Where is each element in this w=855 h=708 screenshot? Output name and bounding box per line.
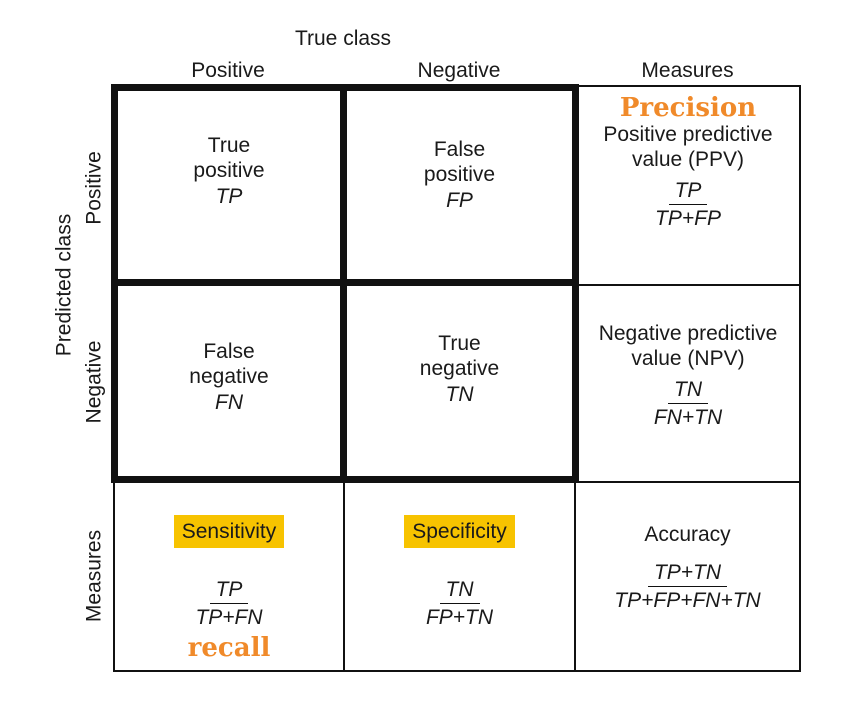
npv-formula: TN FN+TN xyxy=(654,378,722,430)
formula-denominator: FP+TN xyxy=(425,606,494,630)
cell-true-positive: True positive TP xyxy=(118,91,340,279)
row-header-measures: Measures xyxy=(82,529,106,623)
row-header-positive: Positive xyxy=(82,151,106,225)
grid-line xyxy=(343,481,345,671)
cell-line: False xyxy=(433,138,486,162)
cell-line: False xyxy=(203,340,255,364)
col-header-positive: Positive xyxy=(191,59,265,82)
grid-line xyxy=(575,284,800,286)
formula-numerator: TN xyxy=(668,378,708,404)
sensitivity-label: Sensitivity xyxy=(173,515,285,549)
true-class-label: True class xyxy=(294,27,392,50)
specificity-formula: TN FP+TN xyxy=(426,578,493,630)
cell-abbr: TP xyxy=(215,184,243,208)
grid-line xyxy=(799,85,801,671)
formula-denominator: TP+FP+FN+TN xyxy=(614,589,761,613)
formula-numerator: TP xyxy=(668,179,708,205)
recall-annotation: recall xyxy=(187,633,271,664)
precision-annotation: Precision xyxy=(619,93,757,123)
cell-accuracy: Accuracy TP+TN TP+FP+FN+TN xyxy=(576,483,799,670)
grid-line xyxy=(575,481,800,483)
formula-denominator: TP+FN xyxy=(195,606,263,630)
grid-line xyxy=(575,85,800,87)
cell-abbr: FP xyxy=(446,188,473,212)
ppv-formula: TP TP+FP xyxy=(655,179,721,231)
formula-numerator: TP xyxy=(209,578,249,605)
cell-abbr: TN xyxy=(445,382,474,406)
measure-line: Positive predictive xyxy=(603,123,773,147)
measure-line: Negative predictive xyxy=(598,322,778,346)
sensitivity-formula: TP TP+FN xyxy=(195,578,262,630)
cell-line: positive xyxy=(193,159,265,183)
formula-denominator: FN+TN xyxy=(653,405,723,429)
cell-false-positive: False positive FP xyxy=(347,91,572,279)
grid-line xyxy=(113,481,115,671)
row-header-negative: Negative xyxy=(82,340,106,424)
measure-line: value (PPV) xyxy=(631,148,745,172)
col-header-negative: Negative xyxy=(417,59,501,82)
cell-specificity: Specificity TN FP+TN xyxy=(345,483,574,670)
cell-line: positive xyxy=(423,163,496,187)
cell-false-negative: False negative FN xyxy=(118,286,340,476)
col-header-measures: Measures xyxy=(641,59,734,82)
grid-line xyxy=(574,481,576,671)
grid-line-thick xyxy=(572,84,579,483)
formula-numerator: TN xyxy=(439,578,480,605)
cell-line: negative xyxy=(419,357,500,381)
cell-true-negative: True negative TN xyxy=(347,286,572,476)
cell-abbr: FN xyxy=(215,390,243,414)
cell-line: negative xyxy=(189,365,269,389)
grid-line-thick xyxy=(340,84,347,483)
grid-line-thick xyxy=(111,84,118,483)
cell-sensitivity: Sensitivity TP TP+FN recall xyxy=(115,483,343,670)
formula-numerator: TP+TN xyxy=(647,561,728,588)
formula-denominator: TP+FP xyxy=(655,206,721,230)
accuracy-formula: TP+TN TP+FP+FN+TN xyxy=(614,561,760,613)
measure-line: value (NPV) xyxy=(631,347,745,371)
cell-line: True xyxy=(207,134,251,158)
accuracy-label: Accuracy xyxy=(644,523,731,546)
grid-line xyxy=(113,670,801,672)
cell-line: True xyxy=(438,332,481,356)
specificity-label: Specificity xyxy=(404,515,515,549)
cell-npv: Negative predictive value (NPV) TN FN+TN xyxy=(577,286,799,481)
cell-precision: Precision Positive predictive value (PPV… xyxy=(577,87,799,284)
predicted-class-label: Predicted class xyxy=(52,213,76,357)
